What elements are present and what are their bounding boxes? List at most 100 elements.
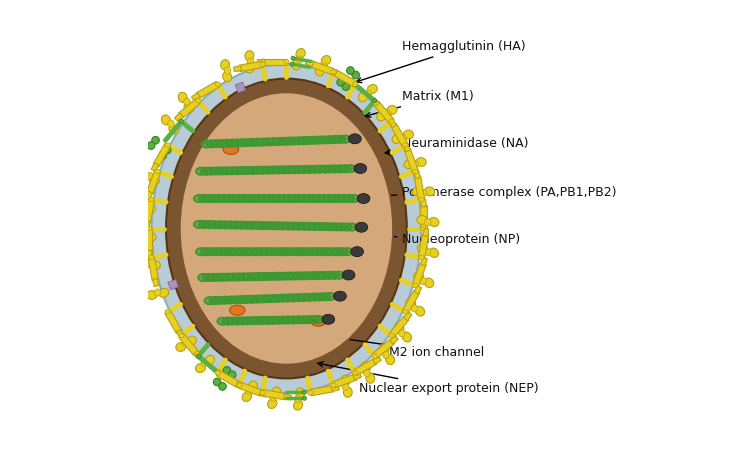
Ellipse shape [159,152,166,159]
Ellipse shape [247,222,256,228]
Ellipse shape [274,138,283,145]
Ellipse shape [284,223,293,229]
Polygon shape [153,143,170,167]
Ellipse shape [260,62,266,67]
Ellipse shape [322,249,332,255]
Ellipse shape [164,146,171,154]
Ellipse shape [268,223,278,229]
Text: Nuclear export protein (NEP): Nuclear export protein (NEP) [318,362,538,395]
Ellipse shape [341,165,350,172]
Ellipse shape [222,249,231,255]
Polygon shape [144,199,154,223]
Ellipse shape [354,164,367,174]
Ellipse shape [229,274,238,280]
Ellipse shape [244,195,254,202]
Ellipse shape [336,165,345,172]
Ellipse shape [147,142,155,149]
Ellipse shape [184,98,190,106]
Ellipse shape [310,316,326,326]
Ellipse shape [138,261,148,270]
Ellipse shape [380,344,388,354]
Ellipse shape [289,317,298,323]
Ellipse shape [326,293,334,300]
Ellipse shape [272,249,281,255]
Ellipse shape [292,249,302,255]
Ellipse shape [413,187,422,196]
Ellipse shape [404,159,414,169]
Ellipse shape [295,195,304,202]
Polygon shape [262,389,286,400]
Ellipse shape [245,387,252,394]
Ellipse shape [273,295,282,302]
Ellipse shape [419,197,424,202]
Ellipse shape [290,273,298,279]
Ellipse shape [224,67,231,74]
Ellipse shape [420,277,426,285]
Ellipse shape [202,141,211,147]
Ellipse shape [223,318,232,324]
Ellipse shape [338,249,347,255]
Ellipse shape [304,317,313,323]
Ellipse shape [320,272,328,279]
Polygon shape [413,263,426,287]
Ellipse shape [342,270,355,280]
Ellipse shape [398,329,405,337]
Ellipse shape [284,138,293,144]
Ellipse shape [290,138,298,144]
Ellipse shape [263,138,273,145]
Ellipse shape [295,138,304,144]
Polygon shape [152,278,158,287]
Ellipse shape [344,195,353,202]
Ellipse shape [180,92,393,365]
Polygon shape [310,61,334,75]
Ellipse shape [242,222,250,228]
Polygon shape [165,310,182,334]
Ellipse shape [252,296,261,302]
Ellipse shape [234,274,243,280]
Ellipse shape [372,354,377,358]
Ellipse shape [245,63,254,73]
Ellipse shape [357,193,370,203]
Ellipse shape [226,222,235,228]
Ellipse shape [269,273,278,280]
Polygon shape [373,339,394,359]
Ellipse shape [294,273,303,279]
Ellipse shape [146,233,156,241]
Ellipse shape [411,305,418,312]
Ellipse shape [321,223,330,230]
Ellipse shape [268,399,277,409]
Ellipse shape [152,64,422,393]
Ellipse shape [263,167,273,173]
Ellipse shape [278,295,287,301]
Polygon shape [419,234,429,258]
Ellipse shape [316,66,324,76]
Ellipse shape [384,111,391,118]
Ellipse shape [310,137,319,143]
Ellipse shape [146,204,156,213]
Ellipse shape [220,222,230,228]
Ellipse shape [149,176,160,185]
Ellipse shape [313,249,322,255]
Ellipse shape [187,336,196,345]
Ellipse shape [364,369,370,377]
Ellipse shape [293,400,302,410]
Ellipse shape [302,249,312,255]
Ellipse shape [404,130,413,139]
Ellipse shape [279,273,288,279]
Ellipse shape [292,60,301,70]
Ellipse shape [413,272,424,281]
Ellipse shape [220,60,230,70]
Ellipse shape [260,195,268,202]
Ellipse shape [262,296,272,302]
Polygon shape [284,394,292,400]
Ellipse shape [283,249,292,255]
Text: M2 ion channel: M2 ion channel [325,334,484,359]
Ellipse shape [243,318,252,324]
Ellipse shape [244,274,253,280]
Polygon shape [421,205,427,228]
Polygon shape [388,119,397,128]
Ellipse shape [394,323,404,332]
Ellipse shape [194,195,203,202]
Ellipse shape [300,223,309,229]
Ellipse shape [247,249,256,255]
